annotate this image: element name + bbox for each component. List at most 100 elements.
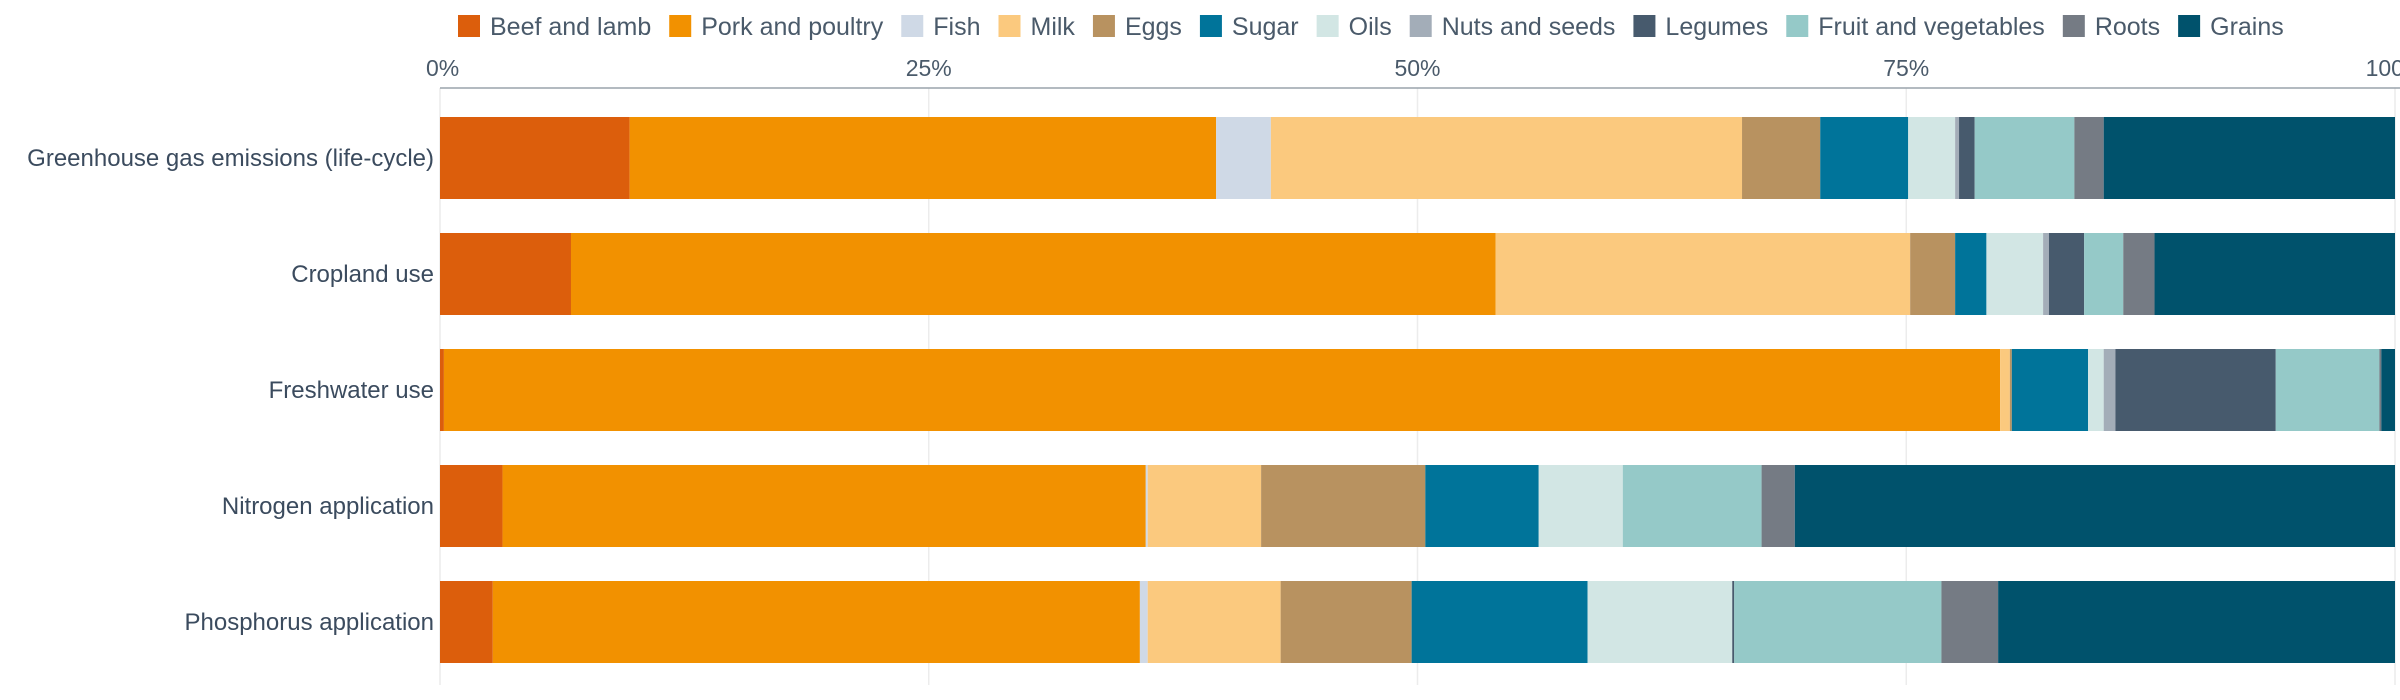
legend-label: Beef and lamb (490, 13, 651, 41)
bar-segment-fruit-and-vegetables[interactable] (1974, 117, 2075, 199)
legend-item-milk[interactable]: Milk (998, 13, 1076, 41)
x-tick-label: 75% (1883, 55, 1929, 81)
legend-label: Roots (2095, 13, 2160, 41)
legend-swatch (458, 15, 480, 37)
x-axis: 0% 25% 50% 75% 100% (426, 55, 2400, 89)
bar-segment-sugar[interactable] (2011, 349, 2089, 431)
legend-item-roots[interactable]: Roots (2062, 13, 2160, 41)
bar-segment-nuts-and-seeds[interactable] (2103, 349, 2116, 431)
legend-swatch (1409, 15, 1432, 37)
bar-segment-roots[interactable] (2074, 117, 2104, 199)
bar-segment-fruit-and-vegetables[interactable] (1622, 465, 1762, 547)
bar-segment-sugar[interactable] (1820, 117, 1909, 199)
legend-label: Pork and poultry (701, 13, 884, 41)
bar-segment-sugar[interactable] (1411, 581, 1588, 663)
legend-swatch (669, 15, 692, 37)
bar-segment-sugar[interactable] (1955, 233, 1987, 315)
category-label: Phosphorus application (184, 609, 434, 636)
category-label: Cropland use (291, 261, 434, 288)
bar-segment-pork-and-poultry[interactable] (502, 465, 1146, 547)
legend-label: Milk (1031, 13, 1076, 41)
bar-segment-roots[interactable] (1761, 465, 1795, 547)
bar-segment-pork-and-poultry[interactable] (492, 581, 1140, 663)
bar-segment-legumes[interactable] (1959, 117, 1975, 199)
bar-segment-beef-and-lamb[interactable] (440, 349, 444, 431)
bar-segment-eggs[interactable] (1261, 465, 1426, 547)
bar-segment-oils[interactable] (1587, 581, 1733, 663)
bar-segment-milk[interactable] (2000, 349, 2010, 431)
legend-item-fish[interactable]: Fish (901, 13, 981, 41)
bar-segment-fruit-and-vegetables[interactable] (1734, 581, 1942, 663)
legend-label: Legumes (1665, 13, 1768, 41)
bar-segment-pork-and-poultry[interactable] (443, 349, 2001, 431)
legend-item-grains[interactable]: Grains (2178, 13, 2284, 41)
bar-segment-nuts-and-seeds[interactable] (1955, 117, 1960, 199)
bar-segment-pork-and-poultry[interactable] (570, 233, 1496, 315)
legend-item-nuts-and-seeds[interactable]: Nuts and seeds (1409, 13, 1616, 41)
legend-item-pork-and-poultry[interactable]: Pork and poultry (669, 13, 884, 41)
legend-swatch (998, 15, 1021, 37)
bar-segment-sugar[interactable] (1425, 465, 1539, 547)
bar-segment-oils[interactable] (2088, 349, 2104, 431)
bar-segment-milk[interactable] (1147, 581, 1281, 663)
legend[interactable]: Beef and lamb Pork and poultry Fish Milk Egg… (458, 13, 2284, 41)
legend-label: Eggs (1125, 13, 1182, 41)
bar-segment-milk[interactable] (1147, 465, 1262, 547)
legend-item-eggs[interactable]: Eggs (1092, 13, 1182, 41)
bar-segment-pork-and-poultry[interactable] (629, 117, 1217, 199)
bar-segment-grains[interactable] (1794, 465, 2395, 547)
legend-swatch (901, 15, 924, 37)
bar-segment-oils[interactable] (1908, 117, 1956, 199)
legend-swatch (1092, 15, 1115, 37)
legend-item-sugar[interactable]: Sugar (1199, 13, 1299, 41)
bar-segment-fruit-and-vegetables[interactable] (2275, 349, 2380, 431)
bar-segment-grains[interactable] (1998, 581, 2395, 663)
bar-segment-grains[interactable] (2103, 117, 2395, 199)
category-label: Freshwater use (269, 377, 434, 404)
legend-swatch (2178, 15, 2201, 37)
category-labels: Greenhouse gas emissions (life-cycle) Cro… (27, 145, 434, 636)
x-tick-label: 100% (2366, 55, 2400, 81)
legend-label: Fish (933, 13, 980, 41)
legend-swatch (1316, 15, 1339, 37)
bar-segment-fruit-and-vegetables[interactable] (2084, 233, 2124, 315)
bar-segment-eggs[interactable] (2009, 349, 2012, 431)
x-tick-label: 25% (906, 55, 952, 81)
legend-swatch (2062, 15, 2085, 37)
bar-segment-legumes[interactable] (2048, 233, 2085, 315)
legend-swatch (1633, 15, 1656, 37)
bar-segment-eggs[interactable] (1910, 233, 1956, 315)
bar-segment-grains[interactable] (2381, 349, 2395, 431)
bar-segment-fish[interactable] (1139, 581, 1148, 663)
legend-label: Sugar (1232, 13, 1299, 41)
bar-segment-eggs[interactable] (1742, 117, 1821, 199)
bar-segment-beef-and-lamb[interactable] (440, 581, 493, 663)
bar-segment-legumes[interactable] (2115, 349, 2276, 431)
bar-segment-beef-and-lamb[interactable] (440, 117, 630, 199)
bar-segment-fish[interactable] (1145, 465, 1148, 547)
bar-segment-milk[interactable] (1270, 117, 1743, 199)
bar-segment-legumes[interactable] (1732, 581, 1735, 663)
bar-segment-eggs[interactable] (1280, 581, 1412, 663)
category-label: Greenhouse gas emissions (life-cycle) (27, 145, 434, 172)
bar-segment-roots[interactable] (2123, 233, 2155, 315)
bar-segment-beef-and-lamb[interactable] (440, 465, 503, 547)
bar-segment-oils[interactable] (1538, 465, 1623, 547)
legend-item-legumes[interactable]: Legumes (1633, 13, 1768, 41)
bar-segment-beef-and-lamb[interactable] (440, 233, 571, 315)
x-tick-label: 0% (426, 55, 459, 81)
category-label: Nitrogen application (222, 493, 434, 520)
legend-item-fruit-and-vegetables[interactable]: Fruit and vegetables (1786, 13, 2045, 41)
bar-segment-grains[interactable] (2154, 233, 2395, 315)
bar-segment-fish[interactable] (1216, 117, 1271, 199)
bar-segment-milk[interactable] (1495, 233, 1911, 315)
bar-segment-roots[interactable] (1941, 581, 1999, 663)
bar-segment-nuts-and-seeds[interactable] (2043, 233, 2049, 315)
legend-item-oils[interactable]: Oils (1316, 13, 1392, 41)
legend-item-beef-and-lamb[interactable]: Beef and lamb (458, 13, 651, 41)
bar-segment-roots[interactable] (2379, 349, 2382, 431)
legend-swatch (1199, 15, 1222, 37)
bar-segment-oils[interactable] (1986, 233, 2044, 315)
